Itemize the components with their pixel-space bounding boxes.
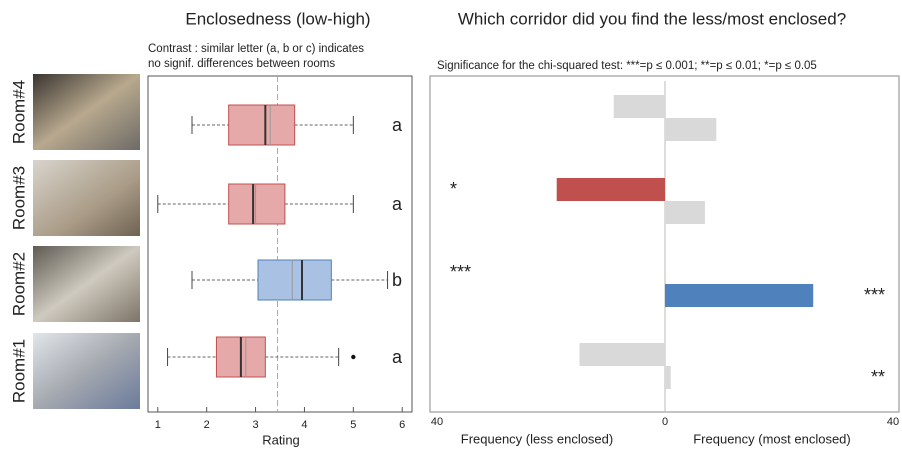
x-axis-label: Rating: [262, 432, 300, 447]
group-letter: a: [392, 347, 403, 367]
group-letter: a: [392, 115, 403, 135]
x-tick-label: 1: [155, 419, 161, 431]
room-label: Room#2: [9, 252, 28, 316]
photo: [33, 246, 140, 322]
room-label: Room#1: [9, 339, 28, 403]
plot-frame: [147, 75, 413, 413]
box: [257, 259, 332, 301]
room-label: Room#4: [9, 80, 28, 144]
significance-mark: *: [450, 179, 457, 199]
significance-mark: ***: [864, 285, 885, 305]
bar: [665, 366, 671, 389]
bar: [579, 343, 665, 366]
significance-mark: **: [871, 367, 885, 387]
x-axis-label: Frequency (most enclosed): [693, 431, 851, 446]
box-title: Enclosedness (low-high): [185, 9, 370, 28]
group-letter: b: [392, 270, 402, 290]
box: [228, 104, 296, 146]
x-tick-label: 40: [431, 416, 443, 428]
x-axis-label: Frequency (less enclosed): [461, 431, 613, 446]
box: [228, 183, 286, 225]
bar: [665, 284, 814, 307]
photo: [33, 333, 140, 409]
room-label: Room#3: [9, 166, 28, 230]
bar-note: Significance for the chi-squared test: *…: [437, 60, 817, 72]
box-note: no signif. differences between rooms: [148, 58, 335, 70]
bar: [665, 118, 717, 141]
x-tick-label: 4: [301, 419, 307, 431]
group-letter: a: [392, 194, 403, 214]
box-note: Contrast : similar letter (a, b or c) in…: [148, 43, 364, 55]
x-tick-label: 5: [350, 419, 356, 431]
x-tick-label: 0: [662, 416, 668, 428]
x-tick-label: 6: [399, 419, 405, 431]
outlier: [351, 354, 356, 360]
significance-mark: ***: [450, 262, 471, 282]
bar: [556, 178, 665, 201]
x-tick-label: 3: [252, 419, 258, 431]
bar-title: Which corridor did you find the less/mos…: [458, 9, 846, 28]
photo: [33, 74, 140, 150]
bar: [665, 201, 705, 224]
x-tick-label: 2: [204, 419, 210, 431]
x-tick-label: 40: [887, 416, 899, 428]
bar: [613, 95, 665, 118]
photo: [33, 160, 140, 236]
